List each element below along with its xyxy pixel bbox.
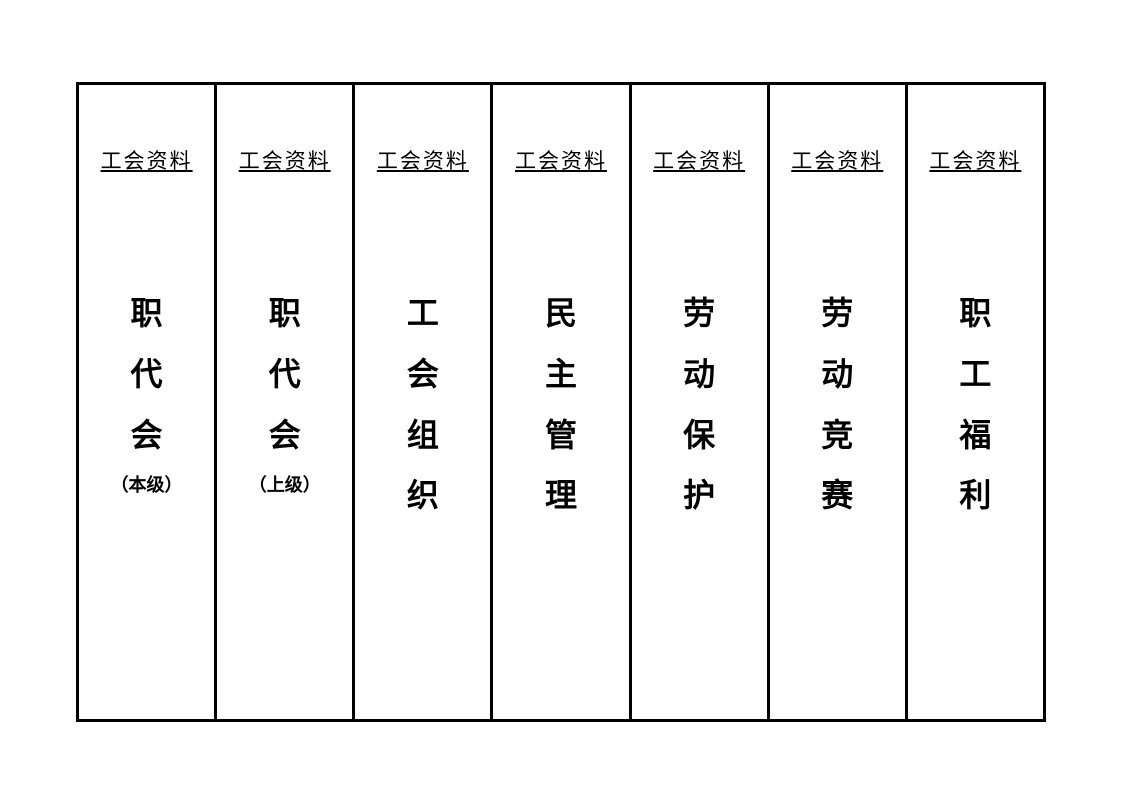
column-header: 工会资料	[101, 145, 193, 175]
title-char: 组	[407, 405, 439, 466]
title-char: 管	[545, 405, 577, 466]
column-title: 职代会	[131, 283, 163, 465]
title-char: 工	[959, 344, 991, 405]
title-char: 代	[269, 344, 301, 405]
title-char: 织	[407, 465, 439, 526]
column-subtitle: （上级）	[249, 471, 321, 497]
title-char: 会	[131, 405, 163, 466]
title-char: 动	[683, 344, 715, 405]
title-char: 劳	[821, 283, 853, 344]
title-char: 利	[959, 465, 991, 526]
column-title: 工会组织	[407, 283, 439, 526]
title-char: 护	[683, 465, 715, 526]
column-5: 工会资料 劳动保护	[629, 85, 767, 719]
column-title-block: 职代会 （上级）	[249, 283, 321, 497]
column-header: 工会资料	[515, 145, 607, 175]
title-char: 赛	[821, 465, 853, 526]
title-char: 动	[821, 344, 853, 405]
title-char: 福	[959, 405, 991, 466]
column-title-block: 劳动保护	[683, 283, 715, 532]
column-title-block: 职工福利	[959, 283, 991, 532]
column-7: 工会资料 职工福利	[905, 85, 1043, 719]
column-header: 工会资料	[653, 145, 745, 175]
title-char: 劳	[683, 283, 715, 344]
column-header: 工会资料	[791, 145, 883, 175]
title-char: 会	[269, 405, 301, 466]
column-3: 工会资料 工会组织	[352, 85, 490, 719]
column-title: 劳动保护	[683, 283, 715, 526]
spine-labels-container: 工会资料 职代会 （本级） 工会资料 职代会 （上级） 工会资料 工会组织 工会…	[76, 82, 1046, 722]
column-subtitle: （本级）	[111, 471, 183, 497]
column-header: 工会资料	[239, 145, 331, 175]
column-6: 工会资料 劳动竞赛	[767, 85, 905, 719]
title-char: 工	[407, 283, 439, 344]
column-title-block: 工会组织	[407, 283, 439, 532]
title-char: 主	[545, 344, 577, 405]
column-title: 职代会	[269, 283, 301, 465]
title-char: 理	[545, 465, 577, 526]
column-header: 工会资料	[377, 145, 469, 175]
title-char: 代	[131, 344, 163, 405]
title-char: 会	[407, 344, 439, 405]
column-title-block: 劳动竞赛	[821, 283, 853, 532]
title-char: 民	[545, 283, 577, 344]
title-char: 职	[269, 283, 301, 344]
column-header: 工会资料	[929, 145, 1021, 175]
title-char: 职	[131, 283, 163, 344]
column-title: 民主管理	[545, 283, 577, 526]
column-1: 工会资料 职代会 （本级）	[79, 85, 214, 719]
column-title: 劳动竞赛	[821, 283, 853, 526]
title-char: 竞	[821, 405, 853, 466]
column-title: 职工福利	[959, 283, 991, 526]
column-title-block: 职代会 （本级）	[111, 283, 183, 497]
column-4: 工会资料 民主管理	[490, 85, 628, 719]
title-char: 保	[683, 405, 715, 466]
column-title-block: 民主管理	[545, 283, 577, 532]
title-char: 职	[959, 283, 991, 344]
column-2: 工会资料 职代会 （上级）	[214, 85, 352, 719]
